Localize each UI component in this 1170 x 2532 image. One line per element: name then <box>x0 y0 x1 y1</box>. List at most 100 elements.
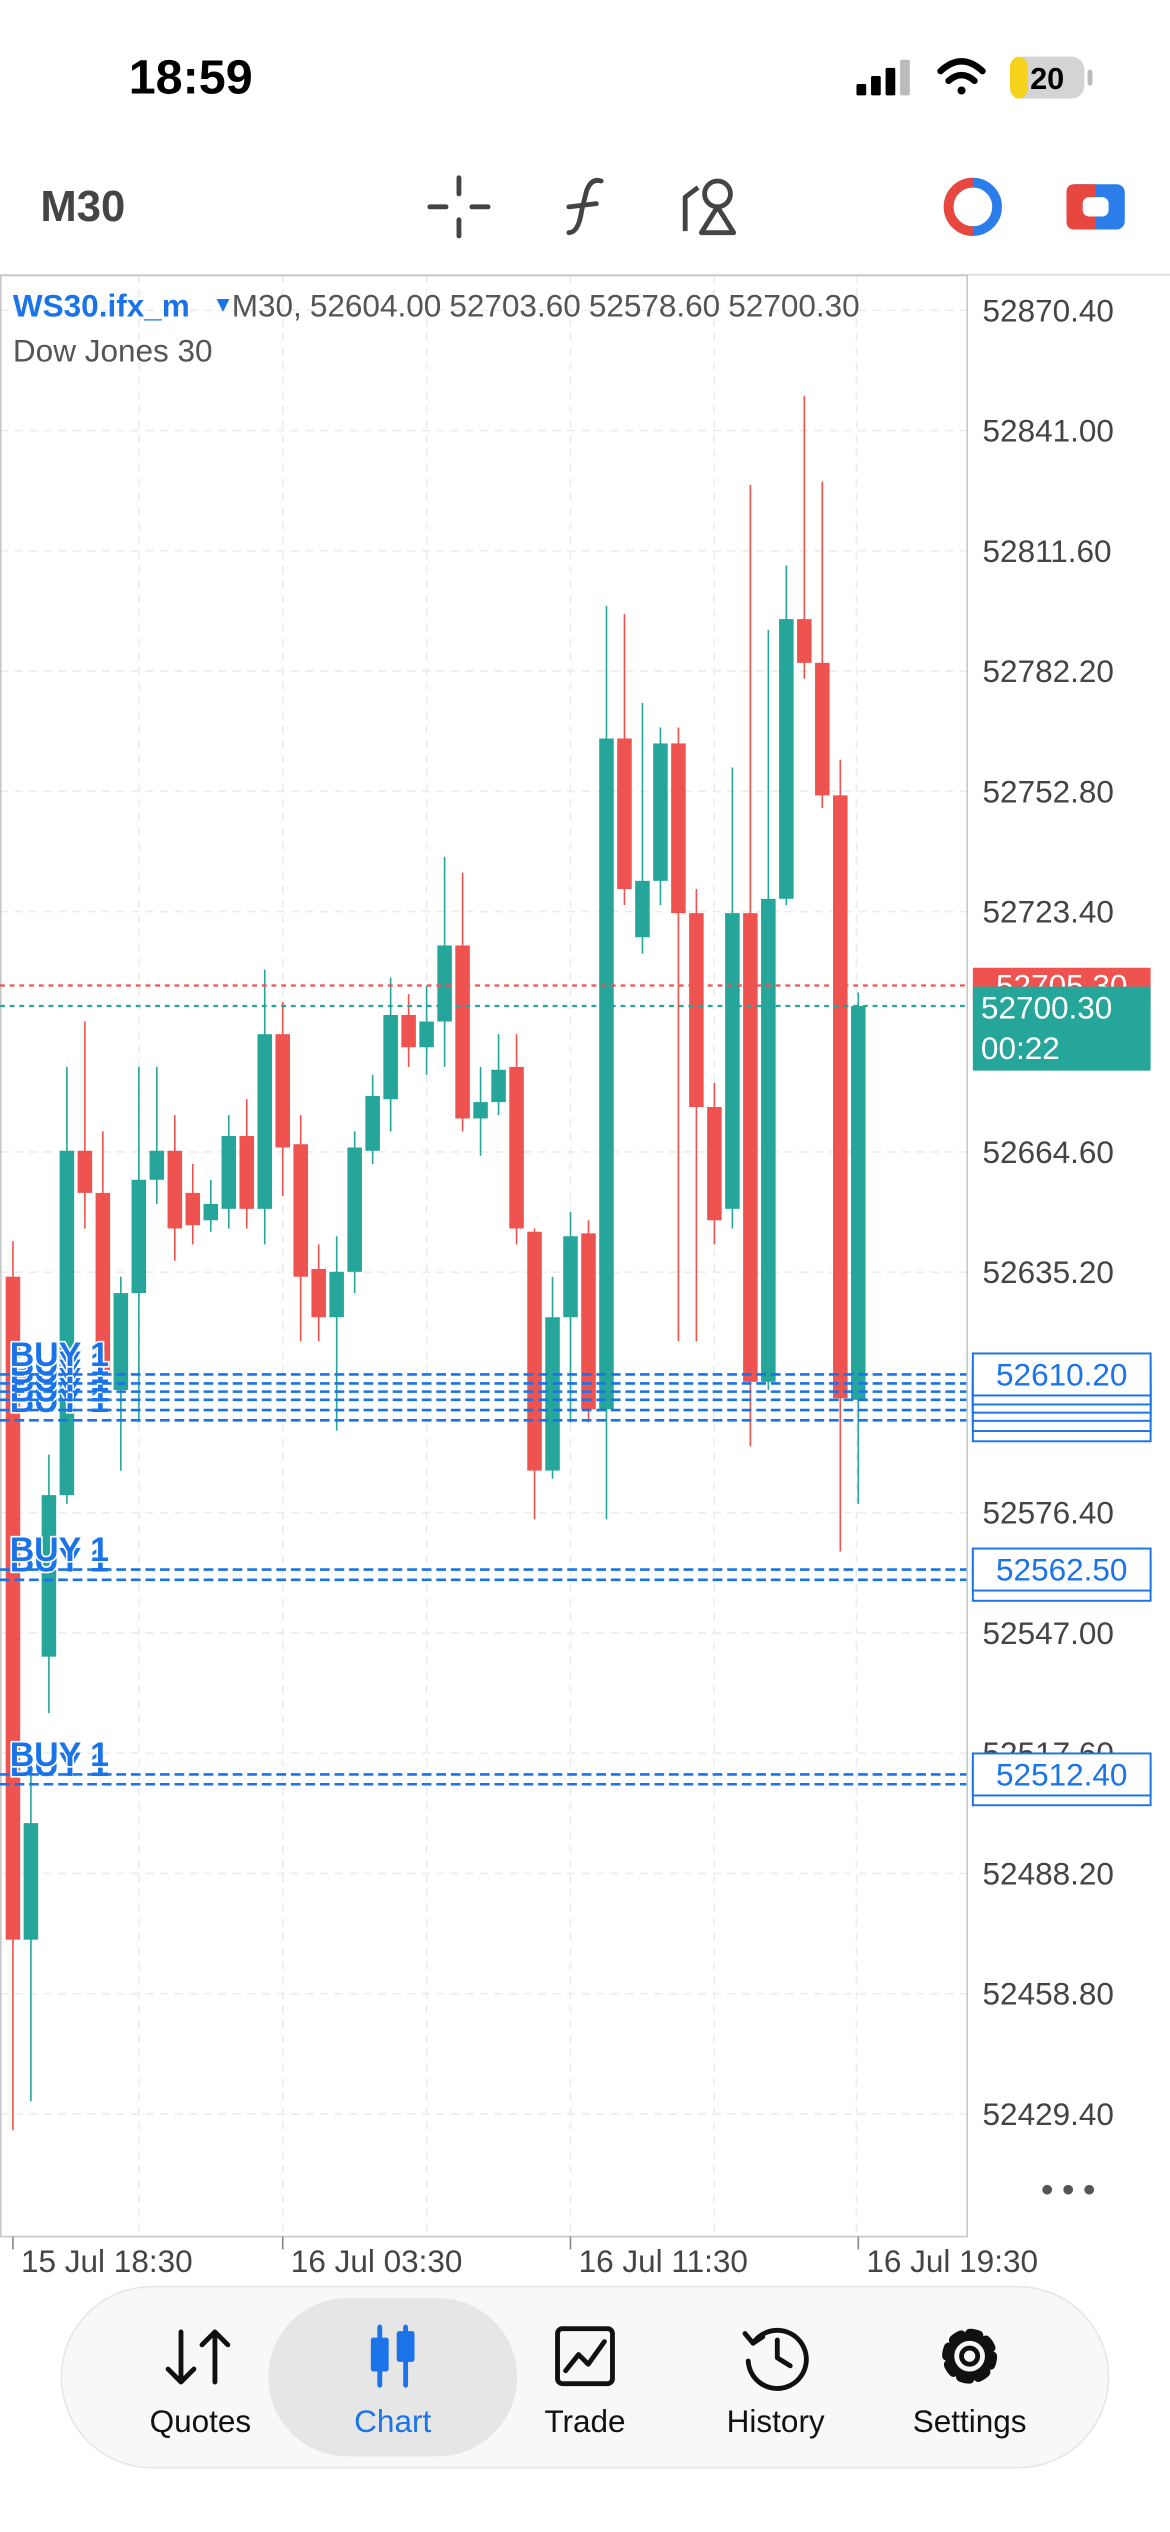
order-label[interactable]: BUY 1 <box>8 1744 111 1785</box>
candle-body <box>725 913 740 1209</box>
candle-body <box>455 945 470 1119</box>
tab-label[interactable]: Quotes <box>150 2403 252 2439</box>
x-tick-label: 15 Jul 18:30 <box>21 2243 193 2279</box>
candle-body <box>581 1233 596 1410</box>
candle-body <box>617 738 632 890</box>
candle-body <box>437 945 452 1022</box>
chart-header: WS30.ifx_m M30, 52604.00 52703.60 52578.60 52… <box>13 287 860 323</box>
order-label[interactable]: BUY 1 <box>8 1334 111 1375</box>
candle-body <box>689 913 704 1107</box>
timeframe: M30, <box>232 287 302 323</box>
candle-body <box>671 743 686 914</box>
tab-label[interactable]: Chart <box>354 2403 431 2439</box>
order-price-box <box>971 1752 1152 1797</box>
candle-body <box>779 619 794 899</box>
candle-body <box>347 1147 362 1272</box>
candle-body <box>221 1136 237 1209</box>
symbol[interactable]: WS30.ifx_m <box>13 287 190 323</box>
y-tick-label: 52547.00 <box>983 1615 1114 1651</box>
order-price-box <box>971 1352 1152 1397</box>
settings-icon <box>942 2328 998 2384</box>
open-label: 52604.00 <box>310 287 441 323</box>
candle-body <box>203 1203 219 1221</box>
candle-body <box>113 1293 129 1391</box>
quotes-icon <box>165 2329 231 2385</box>
y-tick-label: 52576.40 <box>983 1495 1114 1531</box>
order-price-box <box>971 1547 1152 1592</box>
y-tick-label: 52664.60 <box>983 1134 1114 1170</box>
candle-body <box>491 1069 506 1103</box>
candle-body <box>833 795 848 1399</box>
order-label[interactable]: BUY 1 <box>8 1530 111 1571</box>
candle-body <box>401 1014 416 1048</box>
more-button[interactable] <box>1042 2184 1095 2195</box>
order-label[interactable]: BUY 1 <box>8 1352 111 1393</box>
plot-frame <box>0 274 968 2238</box>
wifi-icon <box>937 58 986 95</box>
order-label[interactable]: BUY 1 <box>8 1734 111 1775</box>
battery-icon: 20 <box>1010 56 1093 99</box>
trade-icon <box>555 2326 615 2387</box>
candle-body <box>239 1136 255 1209</box>
candle-body <box>185 1192 201 1226</box>
candle-body <box>275 1034 290 1148</box>
countdown-label: 00:22 <box>981 1030 1060 1066</box>
candle-body <box>23 1823 39 1940</box>
candle-body <box>815 662 830 796</box>
trade-signal-button[interactable] <box>943 177 1002 236</box>
candle-body <box>41 1495 57 1657</box>
chart-subtitle: Dow Jones 30 <box>13 333 213 369</box>
history-icon <box>742 2327 809 2391</box>
last-price-box <box>972 986 1151 1071</box>
close-label: 52700.30 <box>728 287 859 323</box>
indicators-button[interactable] <box>566 177 604 236</box>
candle-body <box>473 1102 488 1119</box>
order-price-label: 52562.50 <box>996 1552 1127 1588</box>
order-label[interactable]: BUY 1 <box>8 1540 111 1581</box>
tab-label[interactable]: Settings <box>913 2403 1027 2439</box>
tab-bar <box>60 2285 1110 2469</box>
candle-body <box>329 1271 344 1318</box>
candle-body <box>527 1231 542 1471</box>
tab-label[interactable]: Trade <box>544 2403 625 2439</box>
crosshair-button[interactable] <box>427 175 491 239</box>
order-price-label: 52512.40 <box>996 1756 1127 1792</box>
y-tick-label: 52752.80 <box>983 773 1114 809</box>
symbol-dropdown[interactable] <box>216 298 230 312</box>
y-tick-label: 52870.40 <box>983 292 1114 328</box>
tab-label[interactable]: History <box>727 2403 825 2439</box>
battery-level: 20 <box>1030 61 1064 96</box>
active-tab-highlight <box>268 2297 518 2457</box>
candle-body <box>77 1150 93 1193</box>
y-tick-label: 52488.20 <box>983 1855 1114 1891</box>
candle-body <box>563 1236 578 1318</box>
objects-button[interactable] <box>682 178 737 236</box>
candle-body <box>851 1005 866 1400</box>
signal-icon <box>856 59 910 96</box>
order-label[interactable]: BUY 1 <box>8 1360 111 1401</box>
candle-body <box>365 1095 380 1151</box>
one-click-button[interactable] <box>1066 184 1125 230</box>
low-label: 52578.60 <box>589 287 720 323</box>
candle-body <box>131 1179 147 1294</box>
last-price-label: 52700.30 <box>981 990 1112 1026</box>
x-tick-label: 16 Jul 11:30 <box>579 2243 748 2279</box>
chart-icon <box>370 2324 415 2388</box>
order-label[interactable]: BUY 1 <box>8 1343 111 1384</box>
candle-body <box>743 913 758 1382</box>
tab-bar-items <box>268 2297 518 2457</box>
y-tick-label: 52841.00 <box>983 413 1114 449</box>
candle-body <box>797 619 812 663</box>
order-price-label: 52610.20 <box>996 1356 1127 1392</box>
timeframe-button[interactable]: M30 <box>40 183 125 231</box>
candle-body <box>419 1021 434 1048</box>
candle-body <box>509 1066 524 1229</box>
y-tick-label: 52811.60 <box>983 533 1112 569</box>
candle-body <box>311 1268 326 1318</box>
candle-body <box>293 1144 308 1277</box>
x-tick-label: 16 Jul 19:30 <box>866 2243 1038 2279</box>
x-tick-label: 16 Jul 03:30 <box>291 2243 463 2279</box>
candle-body <box>59 1150 75 1496</box>
